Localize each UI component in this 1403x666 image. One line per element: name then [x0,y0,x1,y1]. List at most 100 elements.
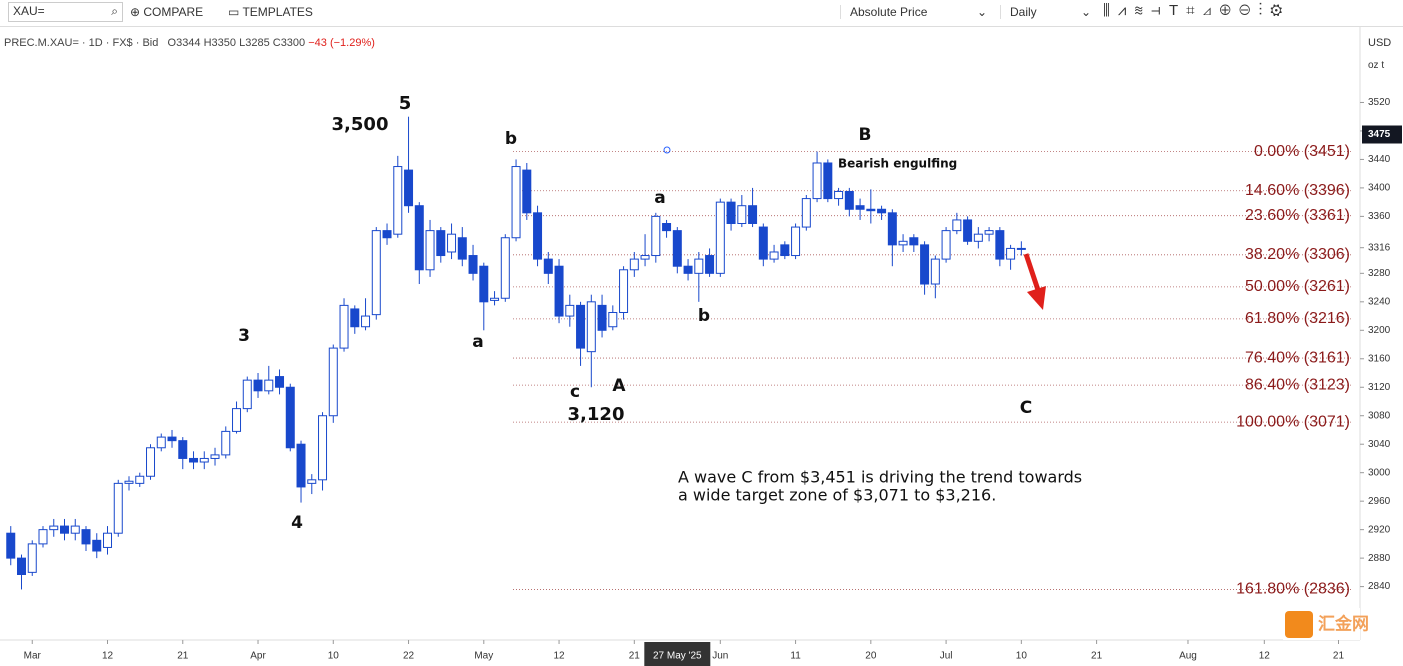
candle-body [651,215,661,257]
wave-label: B [859,125,872,145]
candle-body [640,255,650,260]
interval: Daily [1010,5,1037,19]
wave-label: c [570,382,580,402]
arrow-head [1027,286,1046,310]
candle-body [672,230,682,267]
candle-body [1006,247,1016,260]
candle-body [38,529,48,545]
fib-label: 23.60% (3361) [1245,207,1350,224]
marker [663,146,671,154]
x-tick-label: 12 [102,651,114,662]
interval-select[interactable]: Daily ⌄ [1000,5,1095,19]
fib-label: 76.40% (3161) [1245,349,1350,366]
templates-label: TEMPLATES [242,5,313,19]
candle-body [60,525,70,534]
candle-body [565,304,575,317]
fib-label: 50.00% (3261) [1245,278,1350,295]
candle-body [812,162,822,200]
wave-label: 3,500 [332,114,389,135]
watermark-logo [1285,611,1313,638]
candle-body [758,226,768,260]
compare-label: COMPARE [143,5,204,19]
candle-body [242,379,252,410]
wave-label: a [654,188,665,208]
legend-line: PREC.M.XAU= · 1D · FX$ · Bid O3344 H3350… [4,37,375,49]
candle-body [479,265,489,303]
candle-body [457,237,467,260]
templates-button[interactable]: ▭ TEMPLATES [228,5,313,19]
candle-body [328,347,338,417]
candle-body [156,436,166,449]
candle-body [952,219,962,232]
candle-body [511,166,521,239]
candle-body [586,301,596,353]
ohlc-high: H3350 [203,37,237,49]
y-tick-label: 3480 [1368,126,1391,137]
dropdown-icon: ⌄ [1080,5,1091,19]
candle-body [382,230,392,239]
candle-body [103,532,113,548]
candle-body [275,376,285,388]
comment: a wide target zone of $3,071 to $3,216. [678,486,996,505]
symbol-box[interactable]: XAU= ⌕ [8,2,123,22]
candle-body [447,233,457,253]
candle-body [662,223,672,232]
y-tick-label: 3440 [1368,154,1391,165]
candle-body [823,162,833,200]
y-tick-label: 2960 [1368,496,1391,507]
candle-body [92,539,102,552]
candle-body [909,237,919,246]
watermark-box [1283,608,1360,640]
x-tick-label: 12 [1259,651,1271,662]
candle-body [522,169,532,214]
wave-label: b [698,306,710,326]
candle-body [898,240,908,246]
ohlc-low: L3285 [239,37,270,49]
candle-body [995,230,1005,260]
candle-body [877,208,887,214]
candle-body [371,230,381,316]
tool-icons[interactable]: ⫼⩘≋⊣T⌗⊿⊕⊖⋮⚙ [1103,2,1291,19]
candle-body [178,440,188,459]
x-tick-label: 10 [328,651,340,662]
candle-body [694,258,704,274]
candle-body [307,479,317,484]
candle-body [404,169,414,207]
ohlc-open: O3344 [167,37,201,49]
x-tick-label: 21 [1091,651,1103,662]
arrow-shaft [1023,253,1041,291]
unit[interactable]: oz t [1368,60,1385,71]
x-tick-label: 21 [1333,651,1345,662]
compare-button[interactable]: ⊕ COMPARE [130,5,204,19]
candle-body [737,205,747,225]
candle-body [253,379,263,392]
dropdown-icon: ⌄ [976,5,987,19]
x-tick-label: 22 [403,651,415,662]
candle-body [221,430,231,456]
candle-body [608,311,618,328]
x-tick-label: 11 [790,651,801,662]
candle-body [984,230,994,235]
candle-body [199,457,209,463]
price-mode-select[interactable]: Absolute Price ⌄ [840,5,995,19]
currency[interactable]: USD [1368,37,1392,49]
wave-label: 5 [399,93,412,114]
y-tick-label: 3000 [1368,467,1391,478]
wave-label: b [505,129,517,149]
candle-body [339,304,349,349]
x-tick-label: Apr [250,651,266,662]
y-tick-label: 3120 [1368,382,1391,393]
candle-body [490,297,500,301]
y-tick-label: 3316 [1368,242,1391,253]
candle-body [619,269,629,313]
candle-body [436,230,446,257]
candle-body [167,436,177,442]
candle-body [393,166,403,235]
candle-body [500,237,510,299]
x-tick-label: May [474,651,493,662]
candle-body [135,475,145,484]
x-tick-label: Jul [940,651,953,662]
x-tick-label: 10 [1016,651,1028,662]
candle-body [425,230,435,271]
candle-body [361,315,371,328]
